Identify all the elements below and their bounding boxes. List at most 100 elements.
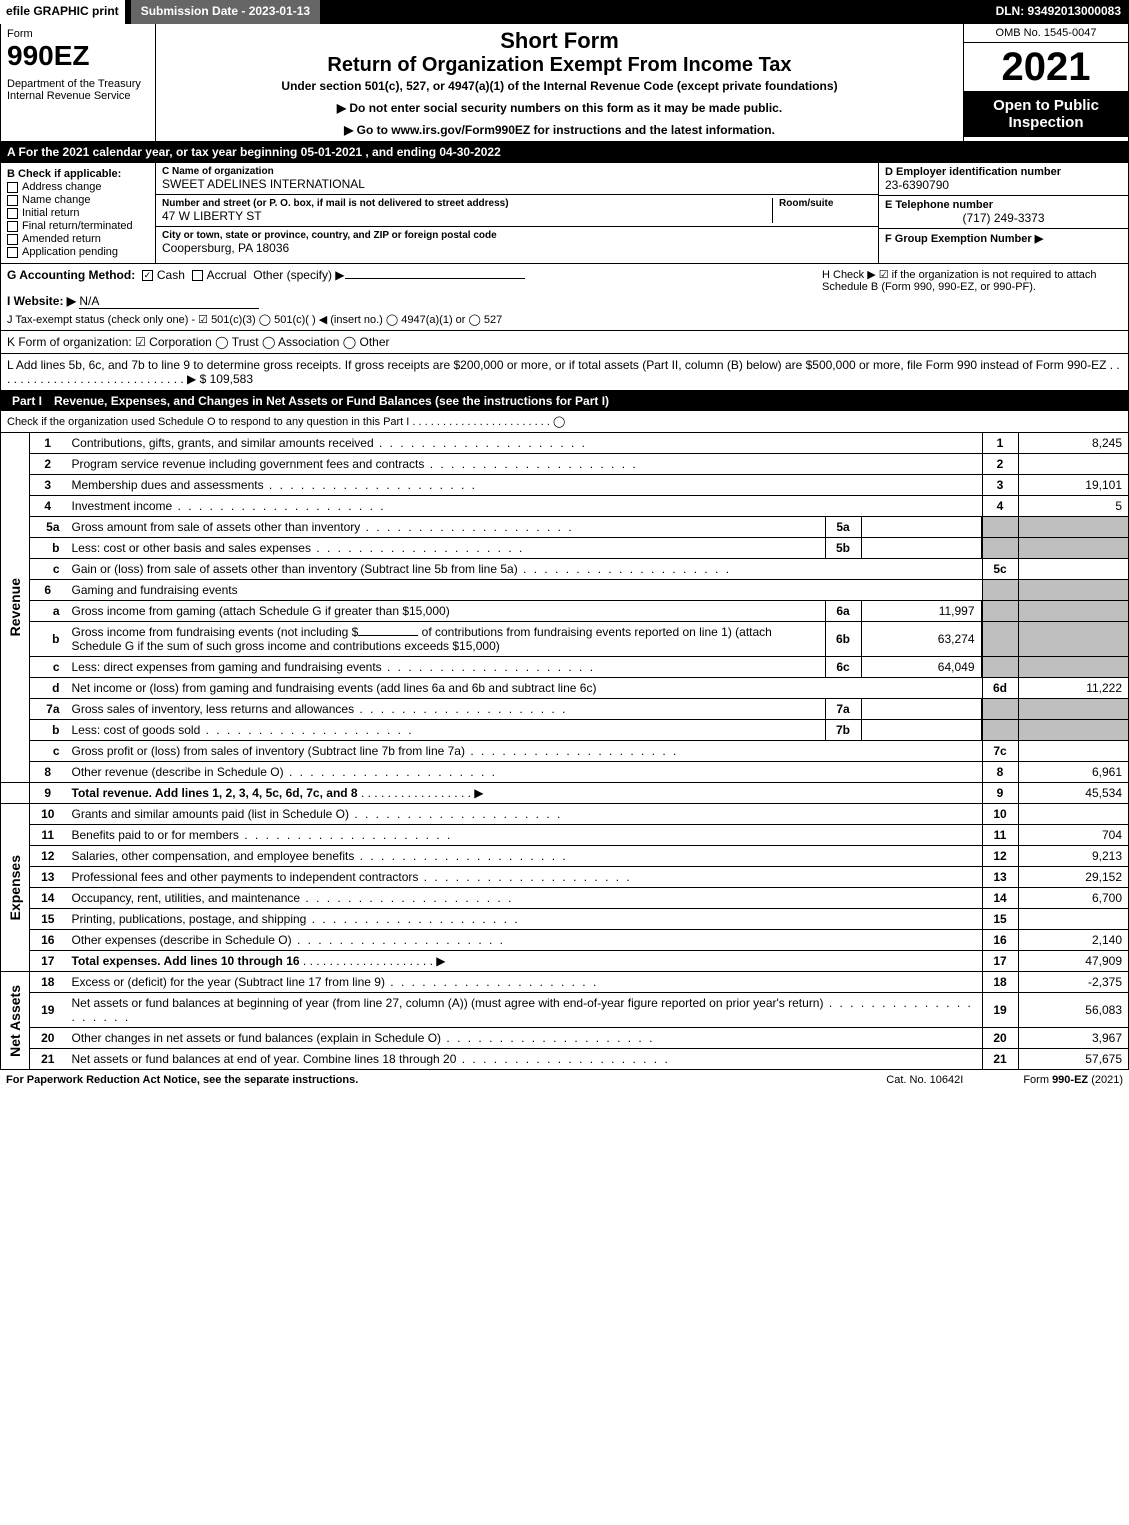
revenue-vlabel: Revenue bbox=[7, 578, 23, 636]
header-mid: Short Form Return of Organization Exempt… bbox=[156, 24, 963, 141]
r-num: 6d bbox=[982, 678, 1018, 699]
efile-label[interactable]: efile GRAPHIC print bbox=[0, 0, 125, 24]
top-bar: efile GRAPHIC print Submission Date - 20… bbox=[0, 0, 1129, 24]
tel-label: E Telephone number bbox=[885, 199, 1122, 211]
line-val: 2,140 bbox=[1018, 930, 1128, 951]
org-name-label: C Name of organization bbox=[162, 166, 872, 177]
col-d: D Employer identification number 23-6390… bbox=[878, 163, 1128, 263]
line-6: 6Gaming and fundraising events bbox=[1, 580, 1128, 601]
g-label: G Accounting Method: bbox=[7, 268, 135, 282]
form-header: Form 990EZ Department of the Treasury In… bbox=[0, 24, 1129, 142]
mid-num: 6c bbox=[825, 657, 861, 677]
line-6d: dNet income or (loss) from gaming and fu… bbox=[1, 678, 1128, 699]
cb-label: Address change bbox=[22, 181, 102, 193]
line-val bbox=[1018, 454, 1128, 475]
cash-checkbox[interactable]: ✓ bbox=[142, 270, 153, 281]
line-desc: Membership dues and assessments bbox=[66, 475, 983, 496]
line-desc: Salaries, other compensation, and employ… bbox=[66, 846, 983, 867]
line-val bbox=[1018, 741, 1128, 762]
line-14: 14Occupancy, rent, utilities, and mainte… bbox=[1, 888, 1128, 909]
line-7b: bLess: cost of goods sold7b bbox=[1, 720, 1128, 741]
line-val: 8,245 bbox=[1018, 433, 1128, 454]
netassets-vlabel: Net Assets bbox=[7, 985, 23, 1057]
instruction-2[interactable]: ▶ Go to www.irs.gov/Form990EZ for instru… bbox=[164, 123, 955, 137]
part-i-title: Revenue, Expenses, and Changes in Net As… bbox=[54, 394, 609, 408]
line-10: Expenses 10Grants and similar amounts pa… bbox=[1, 804, 1128, 825]
ein-row: D Employer identification number 23-6390… bbox=[879, 163, 1128, 196]
checkbox-application-pending[interactable]: Application pending bbox=[7, 246, 149, 258]
line-desc: Gross income from fundraising events (no… bbox=[66, 622, 826, 656]
line-val: 6,700 bbox=[1018, 888, 1128, 909]
line-6a: aGross income from gaming (attach Schedu… bbox=[1, 601, 1128, 622]
j-tax-exempt: J Tax-exempt status (check only one) - ☑… bbox=[7, 313, 1122, 326]
line-5c: cGain or (loss) from sale of assets othe… bbox=[1, 559, 1128, 580]
footer-left: For Paperwork Reduction Act Notice, see … bbox=[6, 1074, 886, 1086]
mid-val bbox=[861, 538, 981, 558]
accrual-checkbox[interactable] bbox=[192, 270, 203, 281]
line-21: 21Net assets or fund balances at end of … bbox=[1, 1049, 1128, 1070]
cash-label: Cash bbox=[157, 268, 185, 282]
line-val: 57,675 bbox=[1018, 1049, 1128, 1070]
line-desc: Occupancy, rent, utilities, and maintena… bbox=[66, 888, 983, 909]
checkbox-name-change[interactable]: Name change bbox=[7, 194, 149, 206]
mid-val bbox=[861, 517, 981, 537]
line-desc: Grants and similar amounts paid (list in… bbox=[66, 804, 983, 825]
line-desc: Contributions, gifts, grants, and simila… bbox=[66, 433, 983, 454]
mid-num: 6a bbox=[825, 601, 861, 621]
line-20: 20Other changes in net assets or fund ba… bbox=[1, 1028, 1128, 1049]
line-desc: Program service revenue including govern… bbox=[66, 454, 983, 475]
other-input[interactable] bbox=[345, 278, 525, 279]
line-16: 16Other expenses (describe in Schedule O… bbox=[1, 930, 1128, 951]
mid-val: 64,049 bbox=[861, 657, 981, 677]
line-11: 11Benefits paid to or for members11704 bbox=[1, 825, 1128, 846]
website-value: N/A bbox=[79, 294, 259, 309]
part-i-checkline: Check if the organization used Schedule … bbox=[0, 411, 1129, 433]
col-c: C Name of organization SWEET ADELINES IN… bbox=[156, 163, 878, 263]
header-left: Form 990EZ Department of the Treasury In… bbox=[1, 24, 156, 141]
line-desc: Gross amount from sale of assets other t… bbox=[66, 517, 826, 537]
group-exemption-row: F Group Exemption Number ▶ bbox=[879, 229, 1128, 263]
line-4: 4Investment income45 bbox=[1, 496, 1128, 517]
expenses-vlabel: Expenses bbox=[7, 855, 23, 920]
line-desc: Less: cost of goods sold bbox=[66, 720, 826, 740]
line-18: Net Assets 18Excess or (deficit) for the… bbox=[1, 972, 1128, 993]
line-15: 15Printing, publications, postage, and s… bbox=[1, 909, 1128, 930]
mid-num: 7b bbox=[825, 720, 861, 740]
cb-label: Initial return bbox=[22, 207, 79, 219]
line-val: 5 bbox=[1018, 496, 1128, 517]
line-5a: 5aGross amount from sale of assets other… bbox=[1, 517, 1128, 538]
line-desc: Gaming and fundraising events bbox=[66, 580, 983, 601]
checkbox-initial-return[interactable]: Initial return bbox=[7, 207, 149, 219]
cb-label: Amended return bbox=[22, 233, 101, 245]
row-a-period: A For the 2021 calendar year, or tax yea… bbox=[0, 142, 1129, 163]
line-desc: Excess or (deficit) for the year (Subtra… bbox=[66, 972, 983, 993]
part-i-bar: Part I Revenue, Expenses, and Changes in… bbox=[0, 391, 1129, 411]
contrib-input[interactable] bbox=[358, 635, 418, 636]
line-val: -2,375 bbox=[1018, 972, 1128, 993]
website-label: I Website: ▶ bbox=[7, 294, 76, 308]
addr-value: 47 W LIBERTY ST bbox=[162, 209, 772, 223]
checkbox-final-return[interactable]: Final return/terminated bbox=[7, 220, 149, 232]
tax-year: 2021 bbox=[964, 43, 1128, 91]
checkbox-amended-return[interactable]: Amended return bbox=[7, 233, 149, 245]
line-5b: bLess: cost or other basis and sales exp… bbox=[1, 538, 1128, 559]
line-val bbox=[1018, 559, 1128, 580]
line-desc: Total revenue. Add lines 1, 2, 3, 4, 5c,… bbox=[72, 786, 358, 800]
line-desc: Total expenses. Add lines 10 through 16 bbox=[72, 954, 300, 968]
line-desc: Less: direct expenses from gaming and fu… bbox=[66, 657, 826, 677]
checkbox-address-change[interactable]: Address change bbox=[7, 181, 149, 193]
line-desc: Benefits paid to or for members bbox=[66, 825, 983, 846]
line-7c: cGross profit or (loss) from sales of in… bbox=[1, 741, 1128, 762]
line-17: 17Total expenses. Add lines 10 through 1… bbox=[1, 951, 1128, 972]
line-val: 704 bbox=[1018, 825, 1128, 846]
part-i-label: Part I bbox=[6, 394, 48, 408]
line-val bbox=[1018, 804, 1128, 825]
line-desc: Net income or (loss) from gaming and fun… bbox=[66, 678, 983, 699]
line-desc: Other expenses (describe in Schedule O) bbox=[66, 930, 983, 951]
room-label: Room/suite bbox=[779, 198, 872, 209]
mid-num: 6b bbox=[825, 622, 861, 656]
line-2: 2Program service revenue including gover… bbox=[1, 454, 1128, 475]
dept-label: Department of the Treasury Internal Reve… bbox=[7, 78, 149, 102]
line-val: 3,967 bbox=[1018, 1028, 1128, 1049]
g-block: G Accounting Method: ✓Cash Accrual Other… bbox=[0, 264, 1129, 331]
